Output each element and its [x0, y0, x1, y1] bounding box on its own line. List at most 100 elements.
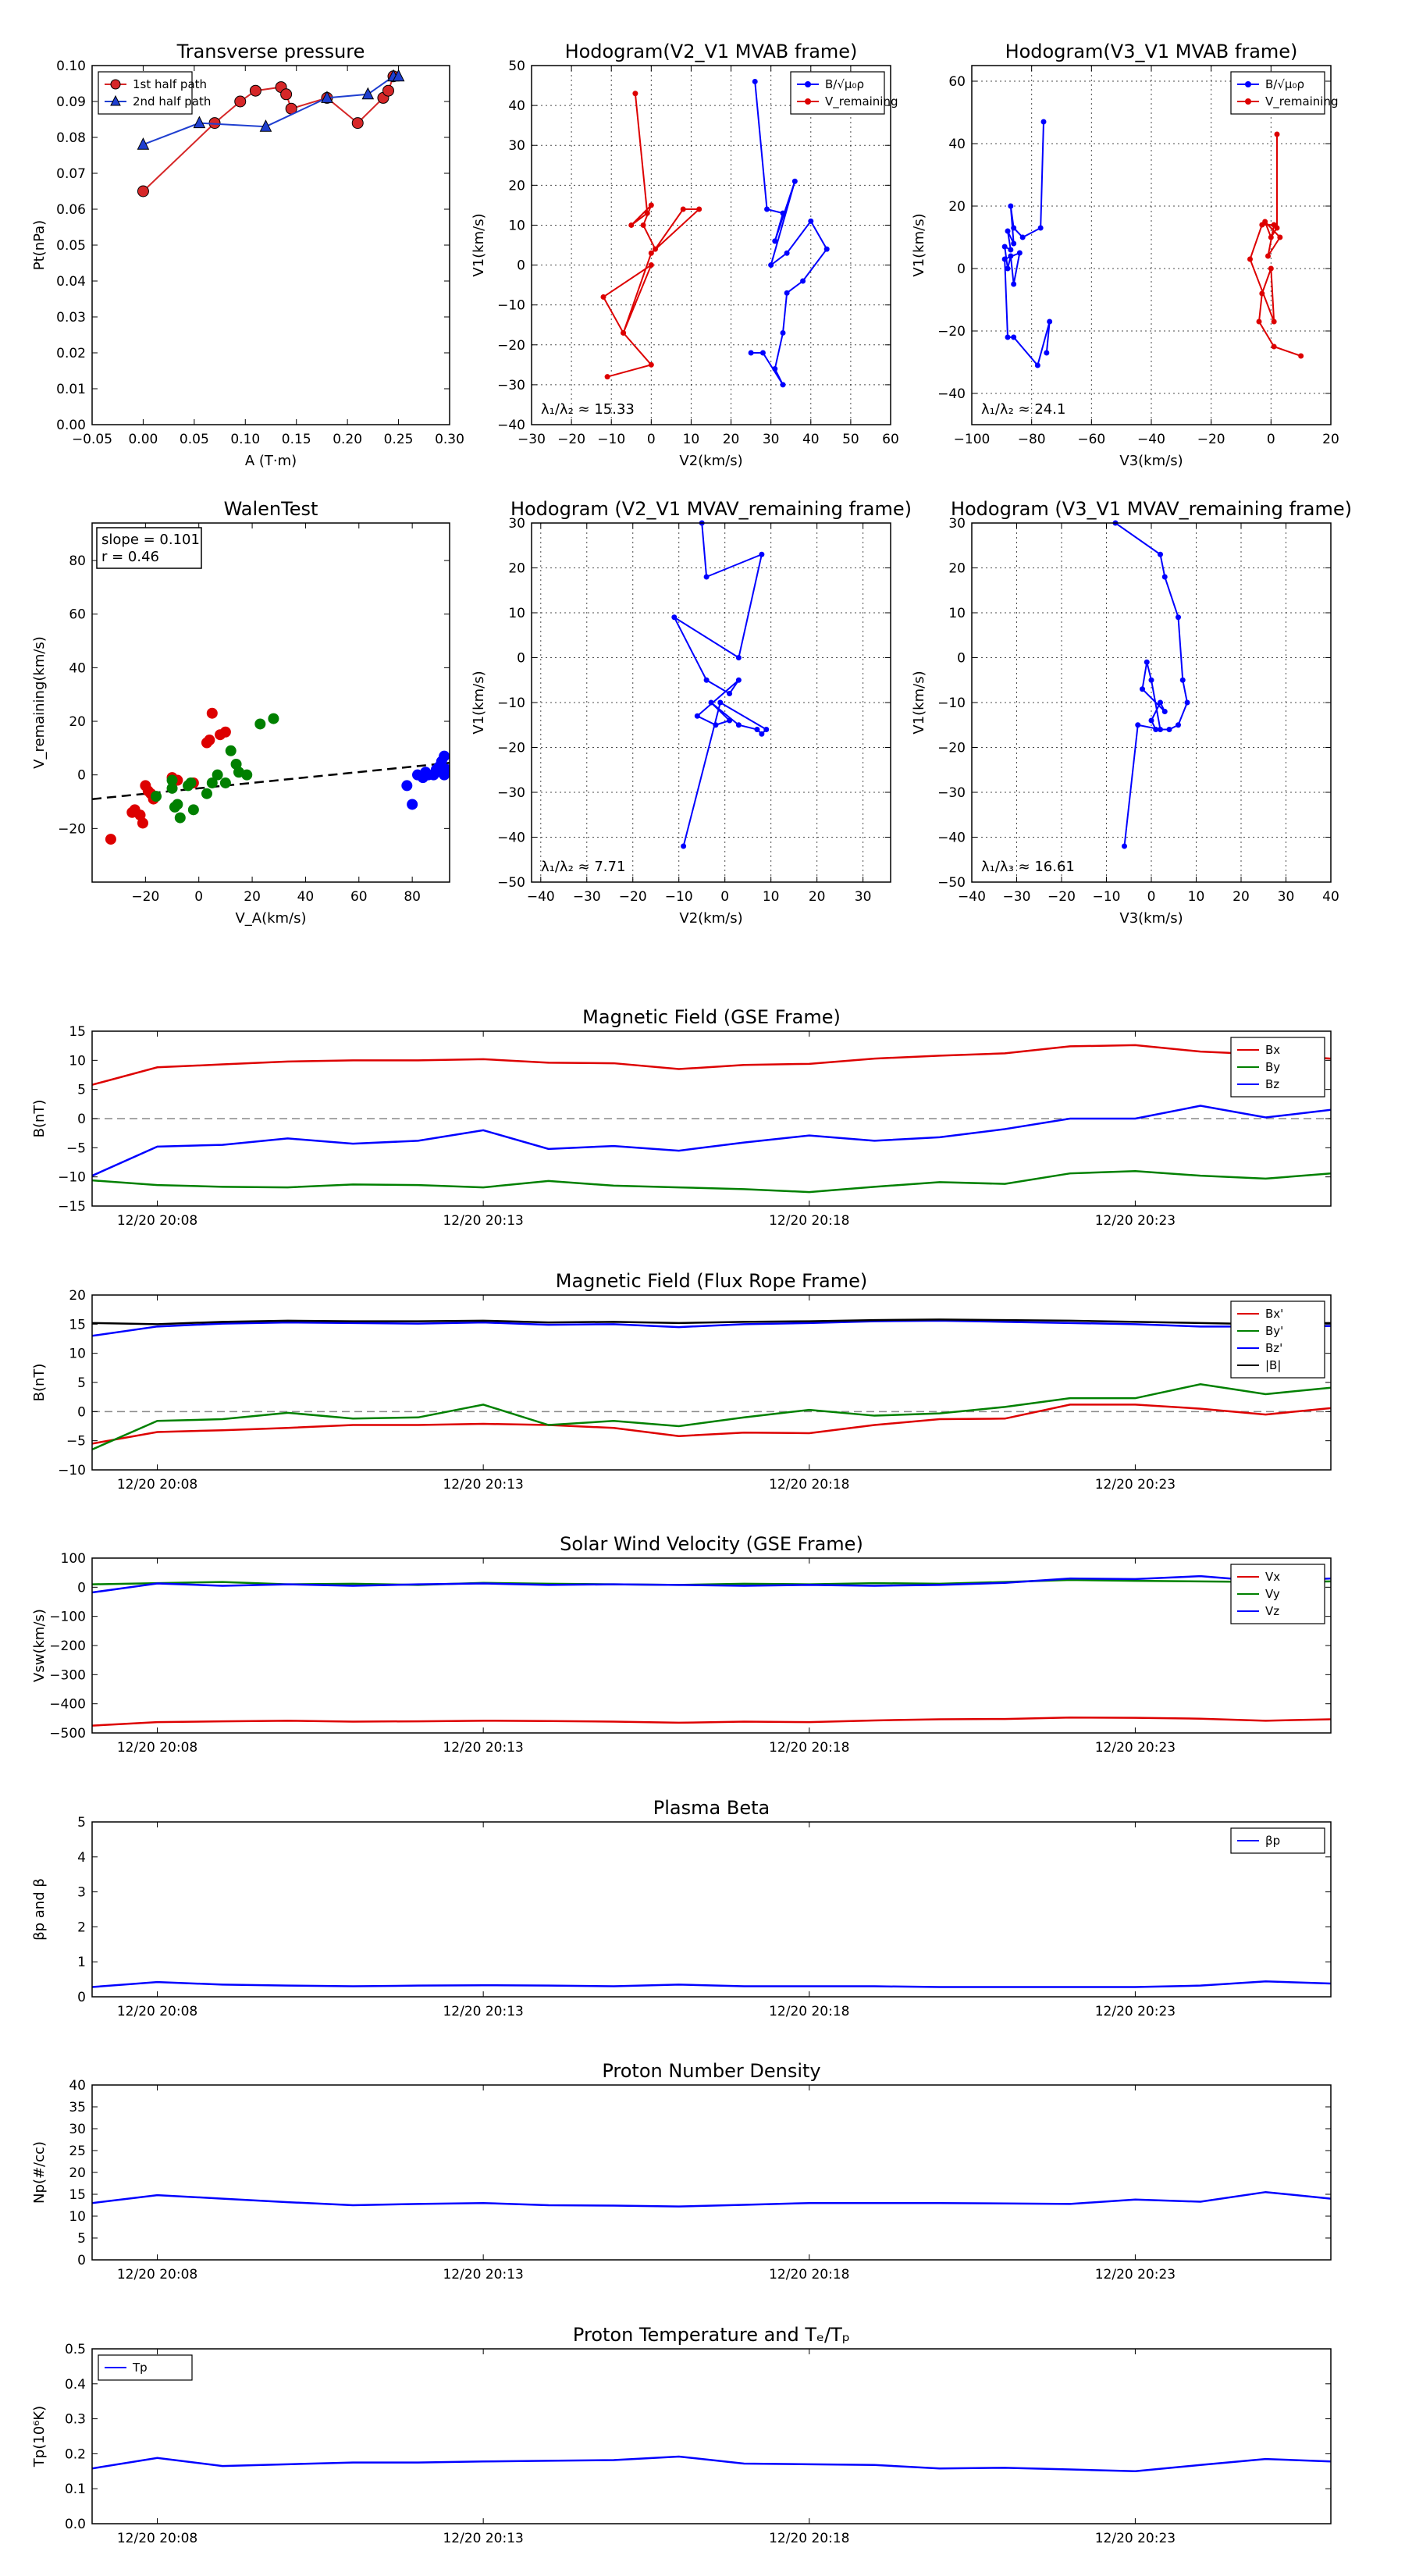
data-point	[696, 206, 702, 212]
data-point	[174, 812, 186, 824]
data-point	[648, 361, 654, 368]
y-tick-label: 0.08	[56, 130, 86, 146]
plot-frame	[91, 1294, 1332, 1471]
y-tick-label: −20	[58, 821, 86, 837]
y-tick-label: 10	[948, 606, 966, 621]
legend-marker	[1245, 98, 1251, 105]
data-point	[166, 782, 178, 794]
data-point	[694, 713, 700, 719]
plot-frame	[91, 2348, 1332, 2524]
y-tick-label: 10	[508, 218, 525, 233]
x-tick-label: −40	[958, 889, 986, 905]
data-point	[1271, 222, 1277, 228]
y-tick-label: 50	[508, 59, 525, 74]
series-line-1	[92, 1382, 1331, 1451]
y-tick-label: −40	[497, 418, 525, 433]
data-point	[717, 699, 724, 706]
plot-frame	[91, 522, 450, 883]
y-tick-label: 30	[948, 516, 966, 532]
data-point	[1247, 256, 1253, 262]
y-tick-label: 0.03	[56, 310, 86, 326]
y-tick-label: −20	[497, 741, 525, 756]
data-point	[1184, 699, 1190, 706]
y-tick-label: −10	[937, 696, 966, 711]
data-point	[1011, 240, 1017, 247]
x-tick-label: 0	[1147, 889, 1156, 905]
legend-label: Bx	[1265, 1043, 1280, 1057]
data-point	[648, 202, 654, 208]
x-tick-label: 12/20 20:18	[769, 1213, 849, 1229]
data-point	[212, 769, 223, 781]
data-point	[361, 87, 375, 100]
series-line-0	[751, 81, 828, 386]
x-tick-label: −20	[557, 432, 585, 447]
data-point	[708, 699, 714, 706]
data-point	[407, 799, 418, 810]
y-tick-label: 5	[77, 2231, 86, 2247]
x-tick-label: 12/20 20:18	[769, 2531, 849, 2546]
data-point	[735, 722, 742, 728]
y-tick-label: 15	[69, 2187, 86, 2203]
data-point	[1008, 203, 1014, 209]
panel-proton-density: 12/20 20:08 12/20 20:13 12/20 20:18 12/20 2…	[31, 2060, 1332, 2282]
x-tick-label: 10	[1188, 889, 1205, 905]
x-tick-label: 0.30	[435, 432, 464, 447]
y-tick-label: 0.04	[56, 274, 86, 290]
y-tick-label: 20	[508, 178, 525, 194]
data-point	[1037, 225, 1044, 231]
data-point	[201, 788, 212, 799]
y-tick-label: 30	[69, 2122, 86, 2137]
y-tick-label: −10	[58, 1463, 86, 1478]
data-point	[780, 329, 786, 336]
y-tick-label: 20	[69, 1288, 86, 1304]
data-point	[780, 382, 786, 388]
data-point	[1019, 234, 1026, 240]
data-point	[105, 834, 116, 845]
x-tick-label: 20	[244, 889, 261, 905]
x-tick-label: 12/20 20:13	[443, 1477, 523, 1493]
data-point	[234, 95, 247, 108]
y-tick-label: 0	[77, 1404, 86, 1420]
data-point	[644, 210, 650, 216]
data-point	[759, 551, 765, 557]
data-point	[1011, 281, 1017, 287]
legend-label: 1st half path	[133, 77, 207, 91]
data-point	[671, 614, 678, 621]
plot-frame	[91, 1821, 1332, 1998]
y-axis-label: V1(km/s)	[471, 213, 487, 276]
x-tick-label: 12/20 20:13	[443, 2004, 523, 2019]
y-tick-label: 0	[957, 262, 966, 277]
y-tick-label: 0	[77, 1580, 86, 1596]
y-tick-label: −300	[49, 1667, 86, 1683]
data-point	[193, 116, 206, 129]
data-point	[1268, 234, 1274, 240]
series-line-0	[92, 2455, 1331, 2473]
panel-solar-wind-velocity: 12/20 20:08 12/20 20:13 12/20 20:18 12/20 2…	[31, 1533, 1332, 1756]
legend-label: V_remaining	[825, 94, 898, 109]
data-point	[259, 119, 272, 132]
y-tick-label: 30	[508, 138, 525, 154]
y-tick-label: 1	[77, 1955, 86, 1970]
data-point	[137, 185, 149, 197]
data-point	[604, 374, 610, 380]
y-tick-label: −40	[937, 386, 966, 402]
series-line-0	[92, 1044, 1331, 1086]
legend-marker	[110, 94, 121, 106]
data-point	[808, 218, 814, 224]
data-point	[628, 222, 635, 228]
y-tick-label: 0	[517, 258, 525, 274]
x-tick-label: −20	[1197, 432, 1225, 447]
y-tick-label: 60	[69, 607, 86, 623]
y-tick-label: 0.10	[56, 59, 86, 74]
y-tick-label: 40	[69, 2078, 86, 2094]
y-tick-label: 0.01	[56, 382, 86, 397]
y-tick-label: 0.02	[56, 346, 86, 361]
y-tick-label: −50	[497, 875, 525, 891]
x-tick-label: −60	[1077, 432, 1105, 447]
x-axis-label: V3(km/s)	[1119, 910, 1183, 927]
x-tick-label: 12/20 20:13	[443, 2531, 523, 2546]
y-tick-label: 10	[508, 606, 525, 621]
data-point	[392, 69, 405, 82]
data-point	[763, 727, 770, 732]
